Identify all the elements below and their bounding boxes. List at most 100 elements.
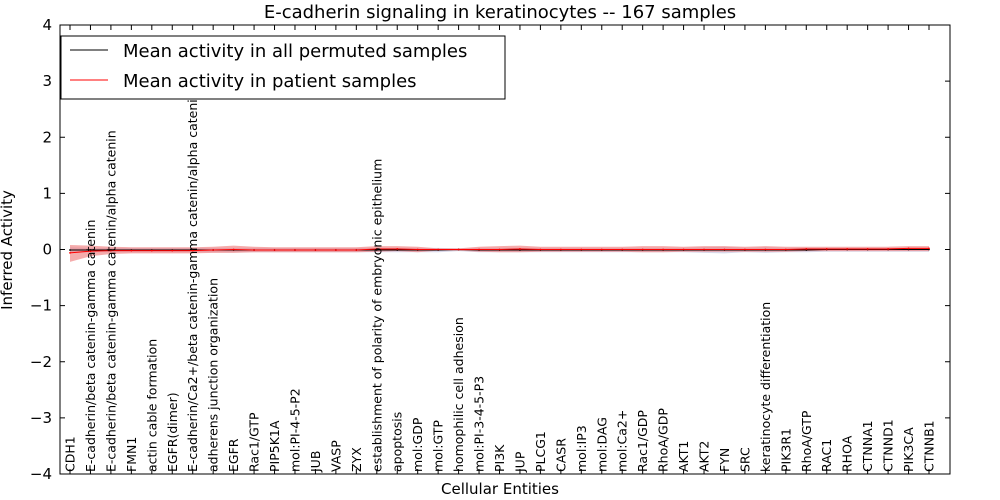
point-patient xyxy=(253,249,255,251)
point-patient xyxy=(907,247,910,250)
point-patient xyxy=(866,248,869,250)
y-tick-label: 1 xyxy=(42,184,52,202)
x-category-label: PIK3CA xyxy=(901,427,916,472)
x-category-label: CASR xyxy=(553,438,568,472)
x-category-label: AKT1 xyxy=(676,441,691,472)
point-patient xyxy=(784,248,787,251)
x-category-label: PIP5K1A xyxy=(267,420,282,472)
x-category-label: FYN xyxy=(717,448,732,472)
point-patient xyxy=(600,248,603,251)
x-category-label: adherens junction organization xyxy=(206,278,221,472)
y-tick-label: 4 xyxy=(42,16,52,34)
point-patient xyxy=(928,247,930,250)
chart-title: E-cadherin signaling in keratinocytes --… xyxy=(264,2,736,23)
point-permuted xyxy=(69,249,71,251)
point-patient xyxy=(89,250,92,253)
point-patient xyxy=(212,249,215,251)
x-category-label: Rac1/GTP xyxy=(247,412,262,472)
x-category-label: JUP xyxy=(512,451,527,473)
y-tick-label: −3 xyxy=(30,409,52,427)
point-patient xyxy=(887,248,889,250)
x-category-label: PIK3R1 xyxy=(778,428,793,472)
point-patient xyxy=(150,249,153,252)
point-patient xyxy=(498,248,501,251)
y-tick-label: 2 xyxy=(42,128,52,146)
x-category-label: ZYX xyxy=(349,447,364,472)
x-category-label: keratinocyte differentiation xyxy=(758,302,773,472)
y-tick-label: −4 xyxy=(30,465,52,483)
point-patient xyxy=(375,248,378,250)
x-category-label: RAC1 xyxy=(819,439,834,472)
point-patient xyxy=(191,249,194,252)
y-tick-label: −2 xyxy=(30,353,52,371)
x-category-label: PI3K xyxy=(492,444,507,472)
point-patient xyxy=(478,248,480,251)
point-patient xyxy=(519,248,521,250)
x-category-label: E-cadherin/Ca2+/beta catenin-gamma caten… xyxy=(185,91,200,472)
point-patient xyxy=(825,248,828,250)
point-patient xyxy=(334,249,337,251)
y-tick-label: 3 xyxy=(42,72,52,90)
x-category-label: CTNNA1 xyxy=(860,420,875,472)
y-tick-label: 0 xyxy=(42,241,52,259)
point-patient xyxy=(396,248,399,250)
x-category-label: mol:PI-4-5-P2 xyxy=(287,388,302,472)
point-patient xyxy=(294,249,296,251)
point-patient xyxy=(232,248,235,251)
y-axis-label: Inferred Activity xyxy=(0,190,16,310)
point-patient xyxy=(416,248,419,251)
x-category-label: CDH1 xyxy=(63,436,78,472)
point-patient xyxy=(846,248,849,250)
x-category-label: E-cadherin/beta catenin-gamma catenin/al… xyxy=(103,130,118,472)
x-axis-label: Cellular Entities xyxy=(441,480,559,498)
x-category-label: AKT2 xyxy=(697,441,712,472)
point-patient xyxy=(723,248,726,251)
point-patient xyxy=(641,248,644,251)
point-patient xyxy=(580,248,583,251)
y-tick-label: −1 xyxy=(30,297,52,315)
x-category-label: actin cable formation xyxy=(144,339,159,472)
point-patient xyxy=(682,248,685,251)
x-category-label: E-cadherin/beta catenin-gamma catenin xyxy=(83,220,98,472)
x-axis xyxy=(69,25,930,474)
point-patient xyxy=(314,249,317,251)
point-patient xyxy=(621,248,624,251)
x-category-label: RhoA/GTP xyxy=(799,410,814,472)
x-category-label: VASP xyxy=(328,440,343,472)
point-patient xyxy=(457,248,460,251)
x-category-label: homophilic cell adhesion xyxy=(451,317,466,472)
x-category-label: PLCG1 xyxy=(533,431,548,472)
point-patient xyxy=(437,248,440,251)
x-category-label: mol:GDP xyxy=(410,417,425,472)
x-category-label: Rac1/GDP xyxy=(635,410,650,472)
x-category-label: mol:DAG xyxy=(594,417,609,472)
point-patient xyxy=(69,251,71,254)
x-category-label: CTNNB1 xyxy=(922,420,937,472)
point-patient xyxy=(539,248,542,251)
legend: Mean activity in all permuted samples Me… xyxy=(60,35,506,100)
y-axis: −4 −3 −2 −1 0 1 2 3 4 xyxy=(30,16,950,483)
point-patient xyxy=(662,248,665,251)
x-category-label: RhoA/GDP xyxy=(656,408,671,472)
x-category-label: mol:GTP xyxy=(431,420,446,472)
series-lines xyxy=(69,247,930,254)
x-category-label: CTNND1 xyxy=(881,419,896,472)
legend-entry-patient: Mean activity in patient samples xyxy=(123,71,417,92)
point-patient xyxy=(355,249,358,251)
x-category-label: apoptosis xyxy=(390,412,405,472)
x-category-label: JUB xyxy=(308,451,323,473)
x-category-label: mol:PI-3-4-5-P3 xyxy=(472,376,487,472)
x-category-labels: CDH1 E-cadherin/beta catenin-gamma cateni… xyxy=(63,91,937,473)
x-category-label: establishment of polarity of embryonic e… xyxy=(369,159,384,472)
point-patient xyxy=(110,249,112,252)
x-category-label: FMN1 xyxy=(124,437,139,472)
point-patient xyxy=(703,248,705,251)
point-patient xyxy=(559,248,562,251)
point-patient xyxy=(744,248,746,251)
x-category-label: mol:IP3 xyxy=(574,425,589,472)
legend-entry-permuted: Mean activity in all permuted samples xyxy=(123,41,467,62)
point-patient xyxy=(764,248,767,251)
point-patient xyxy=(171,249,174,252)
point-patient xyxy=(805,248,808,250)
